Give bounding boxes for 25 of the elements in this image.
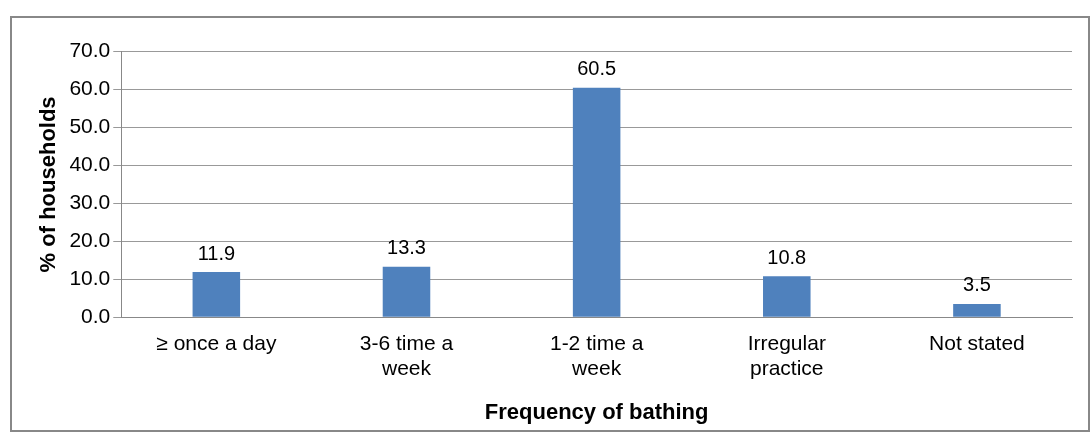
y-tick-label: 0.0 <box>81 304 111 327</box>
x-tick-label: 3-6 time a week <box>359 330 454 379</box>
x-tick-label: Irregular practice <box>747 330 826 379</box>
data-label: 13.3 <box>387 236 426 259</box>
y-tick-label: 20.0 <box>69 228 111 252</box>
y-tick-label: 40.0 <box>69 152 111 176</box>
x-tick-label: ≥ once a day <box>156 330 277 354</box>
bar <box>382 266 431 317</box>
y-tick-label: 60.0 <box>69 76 111 100</box>
y-tick-label: 30.0 <box>69 190 111 214</box>
x-tick-label: 1-2 time a week <box>549 330 644 379</box>
data-label: 60.5 <box>577 57 617 80</box>
x-axis-title: Frequency of bathing <box>484 398 709 424</box>
x-tick-label: Not stated <box>929 330 1025 354</box>
bar <box>572 87 621 317</box>
data-label: 10.8 <box>767 245 807 268</box>
bar <box>953 303 1001 317</box>
y-axis-title: % of households <box>35 96 61 273</box>
y-tick-label: 10.0 <box>69 266 111 290</box>
y-tick-label: 70.0 <box>69 38 111 62</box>
bar <box>763 276 811 317</box>
data-label: 3.5 <box>963 273 991 296</box>
y-tick-label: 50.0 <box>69 114 111 138</box>
bar <box>192 272 241 317</box>
data-label: 11.9 <box>197 241 236 264</box>
